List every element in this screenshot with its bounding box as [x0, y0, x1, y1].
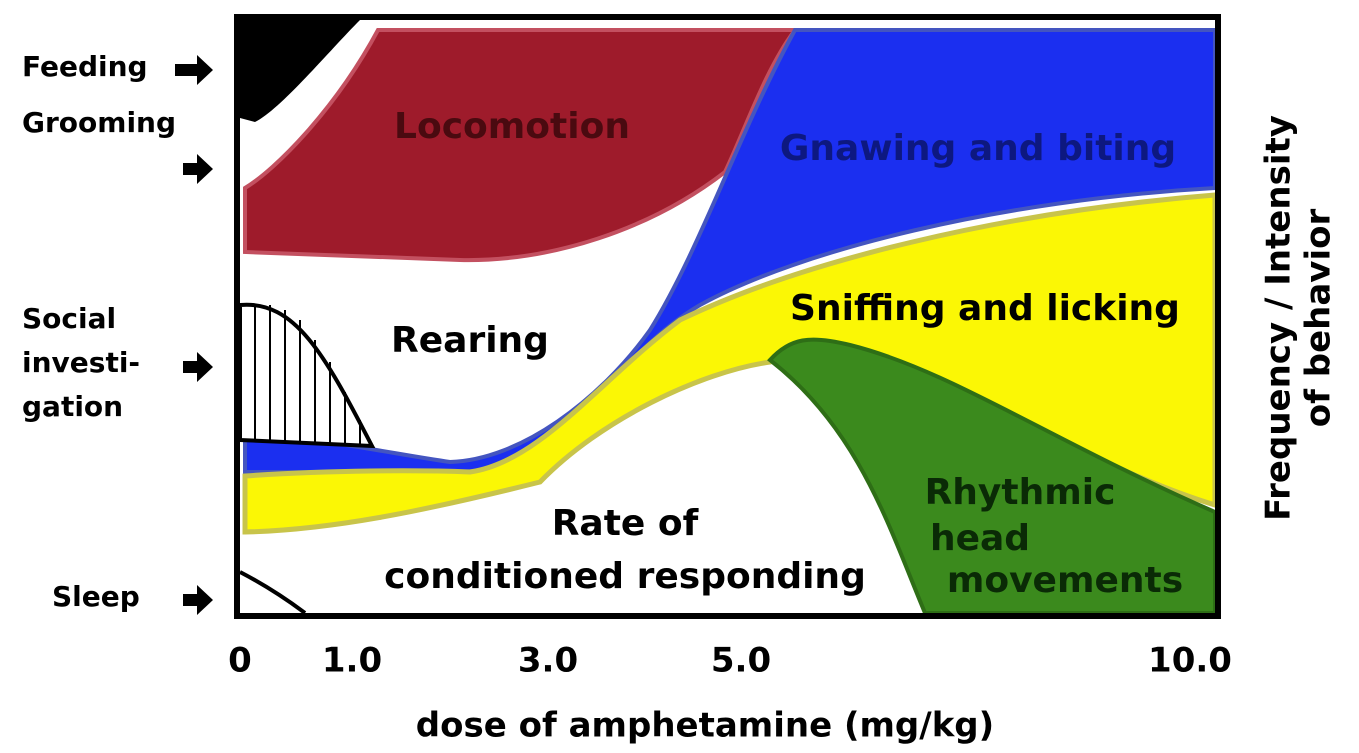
left-label: gation: [22, 390, 123, 423]
region-label: movements: [947, 560, 1183, 601]
x-tick-label: 5.0: [711, 641, 771, 681]
left-labels: Feeding Grooming Social investi- gation …: [22, 50, 176, 613]
left-label: Feeding: [22, 50, 148, 83]
x-tick-label: 0: [228, 641, 252, 681]
plot-area: [240, 20, 1215, 613]
left-label: Sleep: [52, 580, 140, 613]
locomotion-area: [243, 28, 799, 263]
x-tick-label: 1.0: [322, 641, 382, 681]
left-label: investi-: [22, 346, 140, 379]
left-label: Grooming: [22, 106, 176, 139]
left-label: Social: [22, 302, 116, 335]
region-label: conditioned responding: [384, 556, 866, 597]
x-tick-label: 3.0: [518, 641, 578, 681]
rhythmic-area: [767, 337, 1215, 613]
feeding-area: [240, 20, 360, 122]
region-label: Locomotion: [394, 106, 630, 147]
x-axis-label: dose of amphetamine (mg/kg): [416, 706, 994, 746]
arrows: [175, 55, 213, 615]
x-ticks: 0 1.0 3.0 5.0 10.0: [228, 641, 1232, 681]
region-label: Rate of: [552, 503, 699, 544]
y-axis-label-line: Frequency / Intensity: [1259, 115, 1299, 521]
social-area: [240, 302, 376, 449]
region-label: Rearing: [391, 320, 549, 361]
region-label: Sniffing and licking: [790, 288, 1180, 329]
sleep-line: [240, 570, 307, 613]
x-tick-label: 10.0: [1148, 641, 1232, 681]
y-axis-label: Frequency / Intensity of behavior: [1259, 115, 1339, 521]
y-axis-label-line: of behavior: [1299, 209, 1339, 428]
hatching: [254, 305, 361, 446]
region-label: Gnawing and biting: [780, 128, 1176, 169]
region-label: head: [930, 518, 1030, 559]
plot-frame: [234, 14, 1221, 619]
region-label: Rhythmic: [925, 472, 1116, 513]
